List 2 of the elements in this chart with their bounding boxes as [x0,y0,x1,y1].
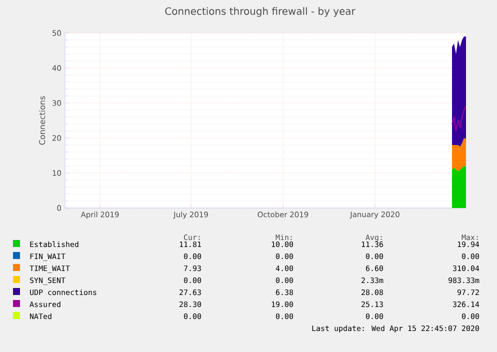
line-series [452,106,466,132]
chart-title: Connections through firewall - by year [165,7,356,17]
